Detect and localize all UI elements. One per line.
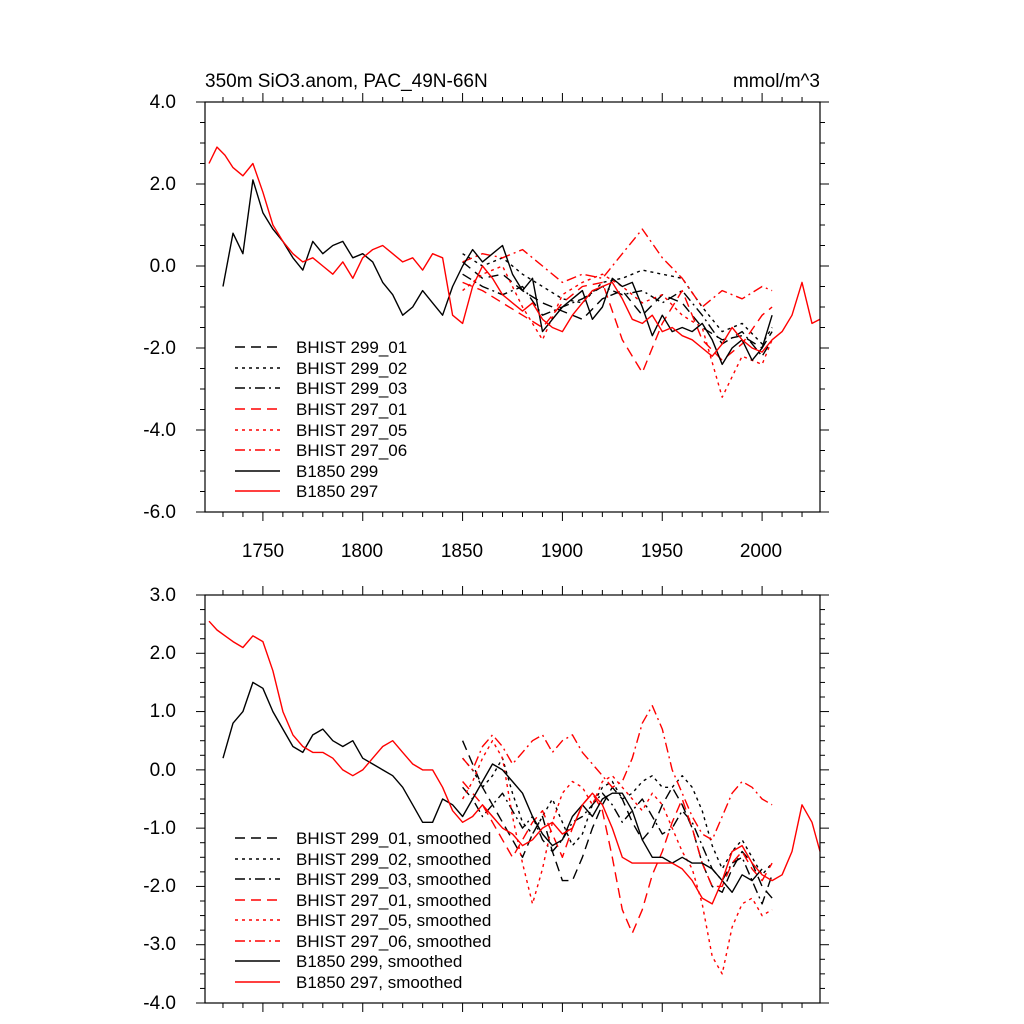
legend-label: BHIST 297_06 <box>296 441 407 460</box>
y-tick-label: -2.0 <box>143 338 176 359</box>
legend-label: BHIST 297_05 <box>296 421 407 440</box>
y-tick-label: 2.0 <box>150 174 176 195</box>
y-tick-label: 2.0 <box>150 643 176 664</box>
y-tick-label: 4.0 <box>150 92 176 113</box>
series-line <box>462 781 773 934</box>
series-line <box>462 757 773 876</box>
x-tick-label: 1850 <box>441 541 483 562</box>
legend-label: B1850 299 <box>296 462 378 481</box>
series-line <box>462 281 773 374</box>
chart-bottom-y-ticks: 3.0 2.0 1.0 0.0 -1.0 -2.0 -3.0 -4.0 <box>143 585 176 1014</box>
x-tick-label: 1800 <box>341 541 383 562</box>
y-tick-label: 0.0 <box>150 256 176 277</box>
chart-bottom-plot-area <box>196 586 829 1012</box>
legend-label: BHIST 297_06, smoothed <box>296 932 491 951</box>
y-tick-label: -4.0 <box>143 993 176 1014</box>
series-line <box>462 786 773 905</box>
chart-top: 350m SiO3.anom, PAC_49N-66N mmol/m^3 4.0… <box>143 71 829 562</box>
y-tick-label: 3.0 <box>150 585 176 606</box>
y-tick-label: 0.0 <box>150 760 176 781</box>
chart-bottom: 3.0 2.0 1.0 0.0 -1.0 -2.0 -3.0 -4.0 BHIS… <box>143 585 829 1014</box>
series-line <box>462 265 773 398</box>
legend-label: B1850 299, smoothed <box>296 952 462 971</box>
legend-label: BHIST 299_03 <box>296 379 407 398</box>
legend-label: BHIST 299_01 <box>296 338 407 357</box>
x-tick-label: 1900 <box>541 541 583 562</box>
y-tick-label: -3.0 <box>143 934 176 955</box>
x-tick-label: 1950 <box>641 541 683 562</box>
series-line <box>462 253 773 345</box>
chart-top-title: 350m SiO3.anom, PAC_49N-66N <box>205 71 488 92</box>
series-line <box>462 228 773 308</box>
series-line <box>461 740 773 899</box>
chart-top-units: mmol/m^3 <box>733 71 820 92</box>
series-line <box>462 705 773 841</box>
legend-label: BHIST 297_01 <box>296 400 407 419</box>
chart-top-plot-area <box>196 93 829 521</box>
series-line <box>461 740 773 975</box>
legend-label: BHIST 297_01, smoothed <box>296 891 491 910</box>
y-tick-label: -4.0 <box>143 420 176 441</box>
legend-label: BHIST 299_03, smoothed <box>296 870 491 889</box>
y-tick-label: -1.0 <box>143 818 176 839</box>
y-tick-label: -2.0 <box>143 876 176 897</box>
series-line <box>208 620 821 905</box>
legend-label: BHIST 299_02 <box>296 359 407 378</box>
chart-top-x-ticks: 1750 1800 1850 1900 1950 2000 <box>242 541 782 562</box>
y-tick-label: 1.0 <box>150 701 176 722</box>
legend-label: BHIST 299_01, smoothed <box>296 829 491 848</box>
x-tick-label: 2000 <box>740 541 782 562</box>
series-line <box>208 146 821 357</box>
chart-top-legend: BHIST 299_01 BHIST 299_02 BHIST 299_03 B… <box>235 338 407 501</box>
legend-label: B1850 297 <box>296 482 378 501</box>
legend-label: B1850 297, smoothed <box>296 973 462 992</box>
series-line <box>462 273 773 357</box>
chart-top-y-ticks: 4.0 2.0 0.0 -2.0 -4.0 -6.0 <box>143 92 176 523</box>
legend-label: BHIST 297_05, smoothed <box>296 911 491 930</box>
chart-bottom-legend: BHIST 299_01, smoothed BHIST 299_02, smo… <box>235 829 491 992</box>
series-line <box>222 179 773 366</box>
legend-label: BHIST 299_02, smoothed <box>296 850 491 869</box>
y-tick-label: -6.0 <box>143 502 176 523</box>
x-tick-label: 1750 <box>242 541 284 562</box>
